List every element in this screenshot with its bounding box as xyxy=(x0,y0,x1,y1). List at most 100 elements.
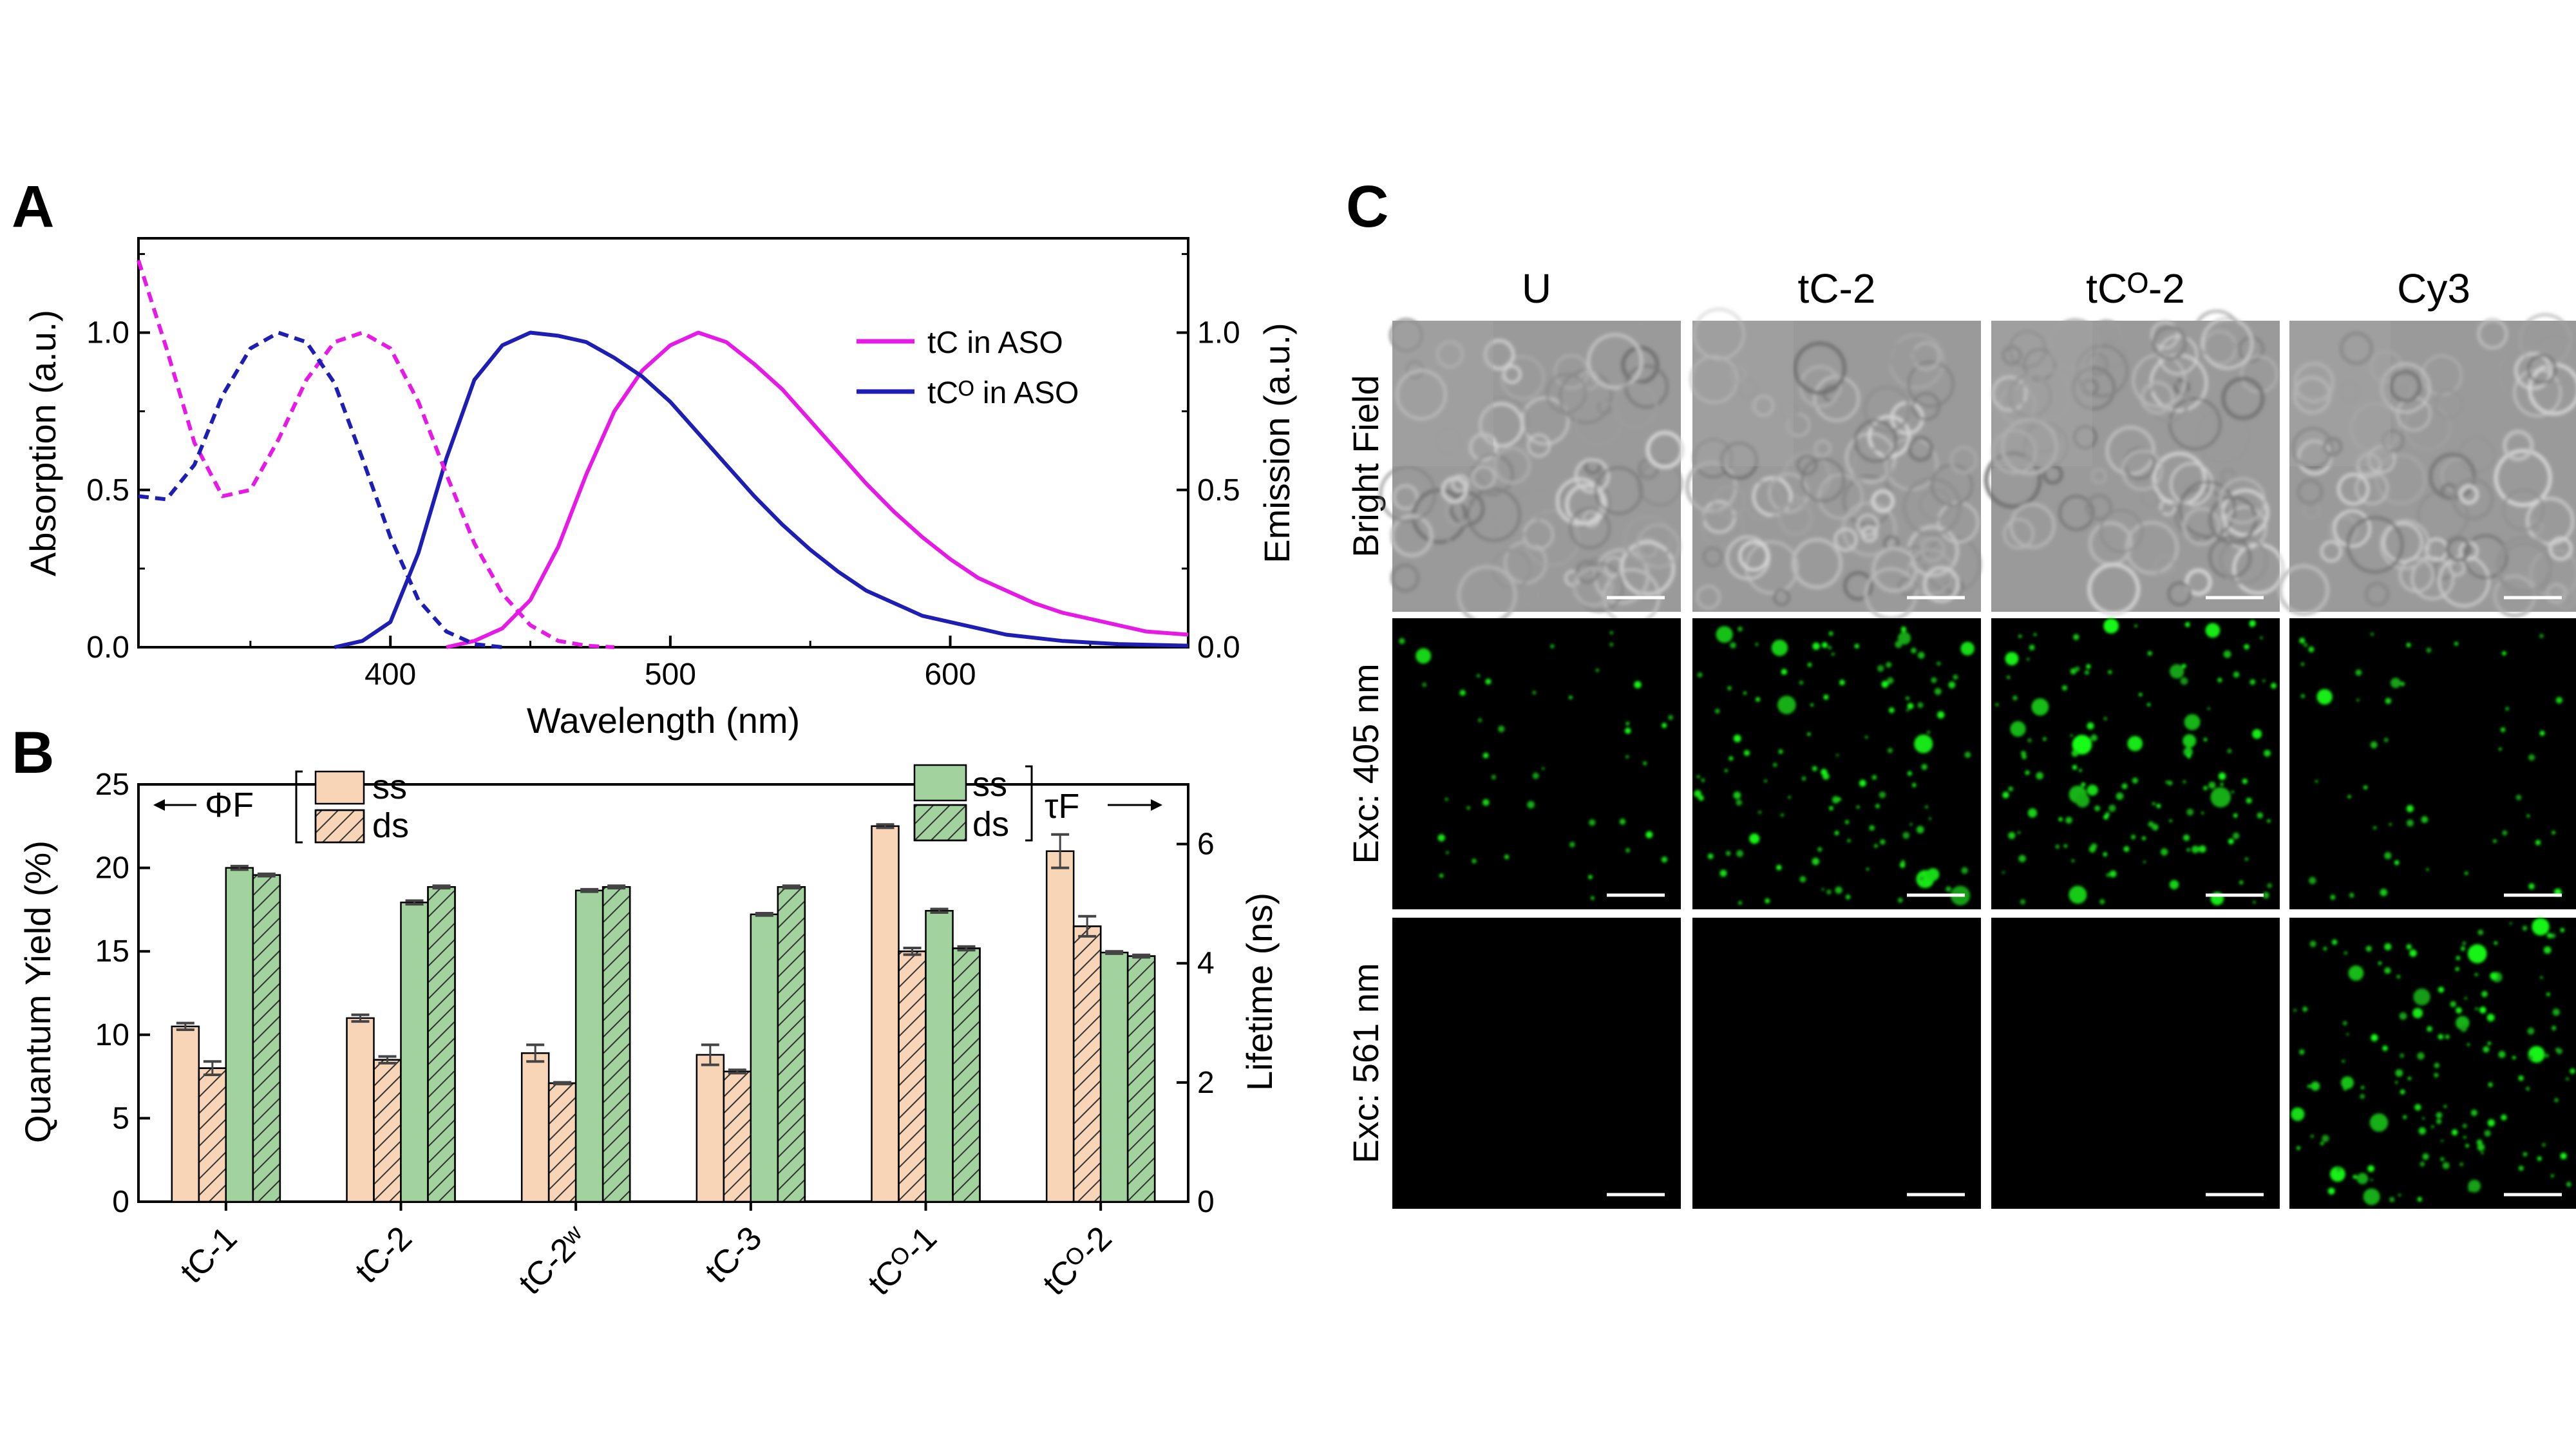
micrograph-cell xyxy=(2289,918,2576,1209)
green-punctum xyxy=(1763,779,1768,783)
y-tick-label-left: 25 xyxy=(95,768,129,802)
green-punctum xyxy=(1439,873,1444,878)
green-punctum xyxy=(2487,1041,2492,1045)
green-punctum xyxy=(2201,811,2204,815)
green-punctum xyxy=(2344,951,2348,955)
micrograph-cell xyxy=(2278,314,2576,618)
green-punctum xyxy=(2002,791,2009,799)
row-header: Exc: 405 nm xyxy=(1345,663,1386,864)
panel-c-image-grid xyxy=(1379,308,2576,1209)
cell-outline xyxy=(1791,538,1843,589)
green-punctum xyxy=(1875,804,1880,809)
green-punctum xyxy=(1697,672,1703,677)
bar-hatch-ds-left xyxy=(1072,925,1102,1203)
green-punctum xyxy=(2270,683,2277,689)
cell-outline xyxy=(2154,554,2175,576)
phi-label: ΦF xyxy=(205,786,254,824)
green-punctum xyxy=(2320,1141,2324,1146)
green-punctum xyxy=(1946,886,1951,892)
green-punctum xyxy=(1937,711,1945,719)
cell-outline xyxy=(2293,375,2332,415)
cell-outline xyxy=(1392,484,1419,511)
green-punctum xyxy=(2539,634,2544,638)
cell-outline xyxy=(1636,323,1658,345)
green-punctum xyxy=(2445,1034,2450,1039)
green-punctum xyxy=(2515,794,2522,800)
green-punctum xyxy=(1801,776,1806,781)
green-punctum xyxy=(1482,799,1490,806)
green-punctum xyxy=(1926,868,1940,881)
panel-a-letter: A xyxy=(12,174,54,240)
bar-hatch-ds-left xyxy=(547,1082,577,1203)
green-punctum xyxy=(1881,681,1889,688)
green-punctum xyxy=(1568,696,1573,700)
green-punctum xyxy=(2347,795,2351,799)
green-punctum xyxy=(2108,670,2112,674)
green-punctum xyxy=(2427,1026,2433,1032)
green-punctum xyxy=(1595,668,1600,672)
cell-outline xyxy=(2003,518,2034,549)
cell-outline xyxy=(1546,373,1587,414)
green-punctum xyxy=(2310,1134,2315,1139)
green-punctum xyxy=(2207,707,2210,710)
green-punctum xyxy=(1625,755,1629,759)
cell-outline xyxy=(2477,318,2508,350)
green-punctum xyxy=(2552,831,2555,835)
green-punctum xyxy=(1926,730,1931,734)
cell-outline xyxy=(1555,477,1604,526)
green-punctum xyxy=(2184,621,2190,627)
cell-outline xyxy=(2219,477,2266,524)
green-punctum xyxy=(2291,1107,2305,1121)
cell-outline xyxy=(2150,320,2180,350)
cell-outline xyxy=(1696,585,1721,610)
green-punctum xyxy=(2244,644,2249,650)
cell-outline xyxy=(2339,331,2374,366)
green-punctum xyxy=(1880,839,1886,845)
green-punctum xyxy=(2186,754,2192,759)
cell-outline xyxy=(1693,438,1734,478)
green-punctum xyxy=(2356,699,2360,702)
cell-outline xyxy=(1637,460,1683,506)
green-punctum xyxy=(2244,857,2249,861)
legend-swatch-ss-qy xyxy=(314,770,365,805)
cell-outline xyxy=(2336,473,2370,506)
green-punctum xyxy=(2421,816,2429,823)
cell-outline xyxy=(1527,433,1551,457)
green-punctum xyxy=(1619,819,1626,825)
category-label: tCᴼ-2 xyxy=(1036,1219,1119,1302)
green-punctum xyxy=(2526,1086,2530,1091)
cell-outline xyxy=(1911,392,1940,421)
cell-outline xyxy=(1379,466,1436,523)
cell-outline xyxy=(1434,427,1463,455)
green-punctum xyxy=(2257,812,2264,819)
green-punctum xyxy=(1445,851,1450,855)
green-punctum xyxy=(1727,686,1732,690)
category-label: tC-2ʷ xyxy=(511,1219,594,1302)
green-punctum xyxy=(2342,1059,2345,1063)
green-punctum xyxy=(2372,826,2377,829)
green-punctum xyxy=(2456,956,2461,961)
green-punctum xyxy=(2012,695,2018,701)
green-punctum xyxy=(1701,778,1705,782)
row-header: Bright Field xyxy=(1345,375,1386,557)
green-punctum xyxy=(2217,677,2222,683)
emission-line-1 xyxy=(334,330,1189,649)
green-punctum xyxy=(2020,750,2027,756)
cell-outline xyxy=(1813,439,1832,458)
cell-outline xyxy=(1645,430,1684,469)
cell-outline xyxy=(2546,583,2567,604)
green-punctum xyxy=(2477,929,2484,936)
bar-ss-right xyxy=(225,867,254,1203)
green-punctum xyxy=(2081,782,2086,787)
green-punctum xyxy=(2296,1146,2301,1150)
green-punctum xyxy=(1844,820,1850,824)
cell-outline xyxy=(2140,381,2175,415)
green-punctum xyxy=(2552,1008,2560,1016)
fluorescence-image xyxy=(2289,918,2576,1209)
green-punctum xyxy=(2353,1175,2357,1179)
cell-outline xyxy=(2223,506,2268,550)
cell-outline xyxy=(1575,560,1600,584)
green-punctum xyxy=(2426,647,2432,653)
green-punctum xyxy=(2310,1081,2320,1091)
